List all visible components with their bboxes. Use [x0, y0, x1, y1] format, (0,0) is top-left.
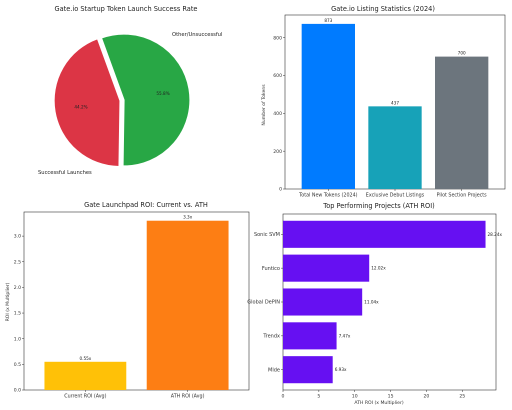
y-tick-label: 2.0 [14, 285, 21, 291]
bar-value-label-funtico: 12.02x [371, 266, 386, 271]
y-tick-label-funtico: Funtico [262, 266, 280, 272]
bar-mlde [283, 356, 333, 384]
x-tick-label: 0 [282, 394, 285, 400]
bar-trendx [283, 322, 337, 350]
projects-x-axis-label: ATH ROI (x Multiplier) [354, 400, 404, 406]
bar-value-label-global-depin: 11.04x [364, 300, 379, 305]
y-tick-label-global-depin: Global DePIN [247, 300, 280, 306]
bar-value-label-exclusive-debut-listings: 437 [391, 100, 399, 105]
pie-chart: Gate.io Startup Token Launch Success Rat… [38, 5, 222, 176]
bar-value-label-trendx: 7.47x [339, 333, 351, 338]
bar-value-label-current-roi-avg: 0.55x [79, 356, 91, 361]
bar-pilot-section-projects [435, 56, 489, 189]
bar-total-new-tokens-2024 [301, 23, 355, 189]
y-tick-label: 2.5 [14, 259, 21, 265]
y-tick-label-mlde: Mlde [268, 367, 280, 373]
pie-slice-successful-launches [100, 33, 191, 167]
roi-bar-chart: Gate Launchpad ROI: Current vs. ATH ROI … [5, 201, 250, 400]
pie-pct-label-other-unsuccessful: 44.2% [74, 105, 87, 110]
pie-slice-label-successful-launches: Successful Launches [38, 170, 92, 176]
y-tick-label-trendx: Trendx [262, 334, 280, 340]
roi-y-axis-label: ROI (x Multiplier) [5, 282, 11, 321]
y-tick-label-sonic-svm: Sonic SVM [254, 232, 280, 238]
x-tick-label-exclusive-debut-listings: Exclusive Debut Listings [366, 193, 425, 199]
pie-chart-title: Gate.io Startup Token Launch Success Rat… [54, 5, 197, 13]
bar-value-label-ath-roi-avg: 3.3x [183, 215, 193, 220]
y-tick-label: 400 [273, 111, 282, 117]
x-tick-label: 5 [317, 394, 320, 400]
x-tick-label: 20 [424, 394, 430, 400]
y-tick-label: 0.0 [14, 388, 21, 394]
x-tick-label-pilot-section-projects: Pilot Section Projects [437, 193, 488, 199]
roi-plot-frame [23, 211, 250, 391]
pie-slices [53, 33, 191, 168]
bar-value-label-sonic-svm: 28.24x [488, 232, 503, 237]
projects-barh-chart: Top Performing Projects (ATH ROI) ATH RO… [247, 202, 502, 406]
projects-chart-title: Top Performing Projects (ATH ROI) [322, 202, 434, 210]
listing-chart-title: Gate.io Listing Statistics (2024) [331, 5, 435, 13]
bar-value-label-mlde: 6.93x [335, 367, 347, 372]
roi-chart-title: Gate Launchpad ROI: Current vs. ATH [84, 201, 208, 209]
y-tick-label: 0 [279, 187, 282, 193]
bar-sonic-svm [283, 220, 486, 248]
pie-labels: 44.2% Other/Unsuccessful 55.8% Successful L… [38, 32, 222, 176]
bar-funtico [283, 254, 370, 282]
listing-bar-chart: Gate.io Listing Statistics (2024) Number… [261, 5, 506, 199]
pie-pct-label-successful-launches: 55.8% [156, 91, 169, 96]
pie-slice-other-unsuccessful [53, 37, 121, 168]
y-tick-label: 3.0 [14, 234, 21, 240]
listing-plot-content: 0 200 400 600 800 873 Total New Tokens (2024) 4… [273, 18, 489, 199]
projects-plot-content: 0 5 10 15 20 25 28.24x Sonic SVM 12.02x Funtico 11… [247, 220, 503, 400]
bar-exclusive-debut-listings [368, 106, 422, 189]
pie-slice-label-other-unsuccessful: Other/Unsuccessful [172, 32, 222, 38]
x-tick-label: 25 [459, 394, 465, 400]
bar-global-depin [283, 288, 363, 316]
x-tick-label-current-roi-avg: Current ROI (Avg) [64, 394, 106, 400]
listing-y-axis-label: Number of Tokens [261, 84, 267, 126]
y-tick-label: 1.5 [14, 311, 21, 317]
x-tick-label: 10 [352, 394, 358, 400]
x-tick-label: 15 [388, 394, 394, 400]
bar-value-label-pilot-section-projects: 700 [458, 51, 466, 56]
y-tick-label: 200 [273, 149, 282, 155]
y-tick-label: 600 [273, 73, 282, 79]
y-tick-label: 1.0 [14, 336, 21, 342]
x-tick-label-total-new-tokens-2024: Total New Tokens (2024) [298, 193, 357, 199]
y-tick-label: 800 [273, 35, 282, 41]
bar-current-roi-avg [44, 361, 127, 390]
bar-ath-roi-avg [146, 220, 229, 390]
bar-value-label-total-new-tokens-2024: 873 [324, 18, 332, 23]
x-tick-label-ath-roi-avg: ATH ROI (Avg) [171, 394, 205, 400]
roi-plot-content: 0.0 0.5 1.0 1.5 2.0 2.5 3.0 0.55x Current ROI (A… [14, 215, 229, 400]
y-tick-label: 0.5 [14, 362, 21, 368]
